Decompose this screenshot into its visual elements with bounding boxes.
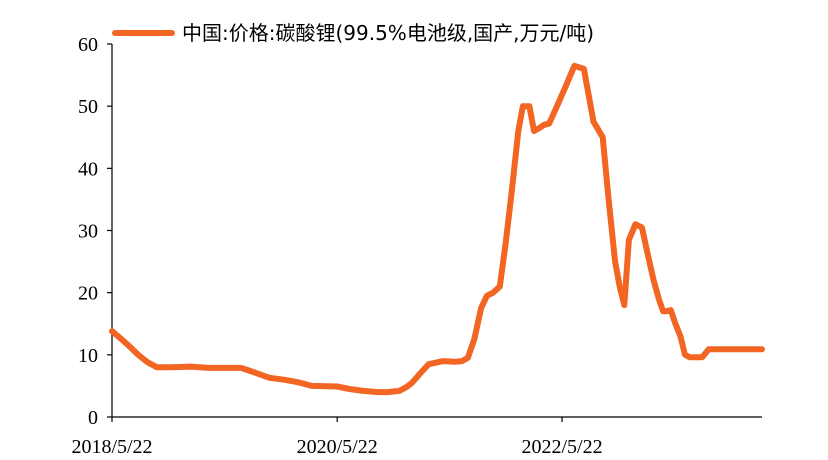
x-axis: 2018/5/22 2020/5/22 2022/5/22 [71,416,762,458]
x-tick-label: 2022/5/22 [522,436,603,458]
series-line-lithium-carbonate [109,62,765,396]
y-axis: 0 10 20 30 40 50 60 [78,34,113,429]
legend-label: 中国:价格:碳酸锂(99.5%电池级,国产,万元/吨) [182,21,594,45]
y-tick-label: 10 [78,345,98,367]
y-tick-label: 30 [78,221,98,243]
y-tick-label: 40 [78,158,98,180]
legend: 中国:价格:碳酸锂(99.5%电池级,国产,万元/吨) [112,21,594,45]
y-tick-label: 50 [78,96,98,118]
x-tick-label: 2020/5/22 [297,436,378,458]
y-tick-label: 20 [78,283,98,305]
x-tick-label: 2018/5/22 [71,436,152,458]
y-tick-label: 0 [88,407,98,429]
series-layer [109,62,765,396]
y-tick-label: 60 [78,34,98,56]
